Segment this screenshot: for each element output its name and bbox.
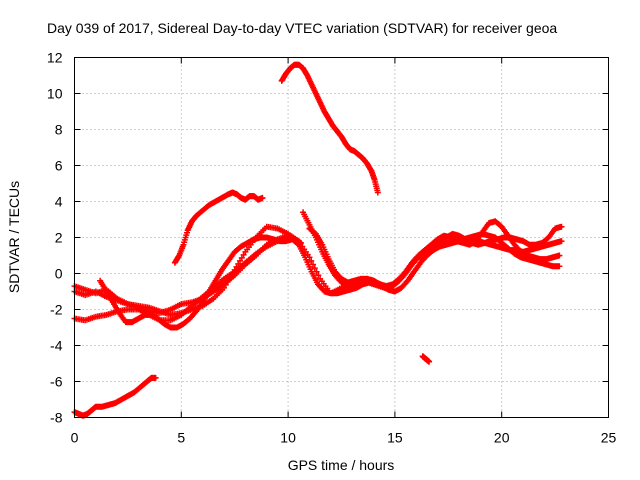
data-point xyxy=(259,194,266,201)
y-tick-label: 10 xyxy=(47,86,63,102)
series-arc-g xyxy=(417,223,565,263)
y-tick-label: 6 xyxy=(55,158,63,174)
data-points xyxy=(71,61,565,419)
y-tick-label: -2 xyxy=(50,302,63,318)
plot-frame xyxy=(74,57,609,418)
data-point xyxy=(426,358,433,365)
data-point xyxy=(556,263,563,270)
x-axis-label: GPS time / hours xyxy=(288,457,395,473)
series-arc-small xyxy=(419,353,433,365)
y-tick-label: 2 xyxy=(55,230,63,246)
data-point xyxy=(374,189,381,196)
y-tick-label: 12 xyxy=(47,50,63,66)
y-tick-label: 0 xyxy=(55,266,63,282)
x-tick-label: 0 xyxy=(71,430,79,446)
x-tick-label: 20 xyxy=(494,430,510,446)
y-tick-label: -4 xyxy=(50,338,63,354)
data-point xyxy=(558,223,565,230)
x-tick-label: 5 xyxy=(177,430,185,446)
data-point xyxy=(152,374,159,381)
x-tick-label: 10 xyxy=(280,430,296,446)
series-arc-f xyxy=(306,218,563,291)
axis-ticks: 0 5 10 15 20 25 -8 -6 -4 -2 0 2 4 6 8 10 12 xyxy=(47,50,617,446)
x-tick-label: 25 xyxy=(601,430,617,446)
y-tick-label: -6 xyxy=(50,374,63,390)
series-arc-peak xyxy=(278,61,381,196)
y-tick-label: 8 xyxy=(55,122,63,138)
grid xyxy=(74,57,609,418)
series-arc-low xyxy=(71,374,159,419)
data-point xyxy=(308,257,315,264)
x-tick-label: 15 xyxy=(387,430,403,446)
data-point xyxy=(556,252,563,259)
data-point xyxy=(558,238,565,245)
y-axis-label: SDTVAR / TECUs xyxy=(6,181,22,293)
y-tick-label: -8 xyxy=(50,410,63,426)
data-point xyxy=(311,265,318,272)
chart-title: Day 039 of 2017, Sidereal Day-to-day VTE… xyxy=(47,20,557,36)
series-arc-upper xyxy=(171,189,266,266)
y-tick-label: 4 xyxy=(55,194,63,210)
